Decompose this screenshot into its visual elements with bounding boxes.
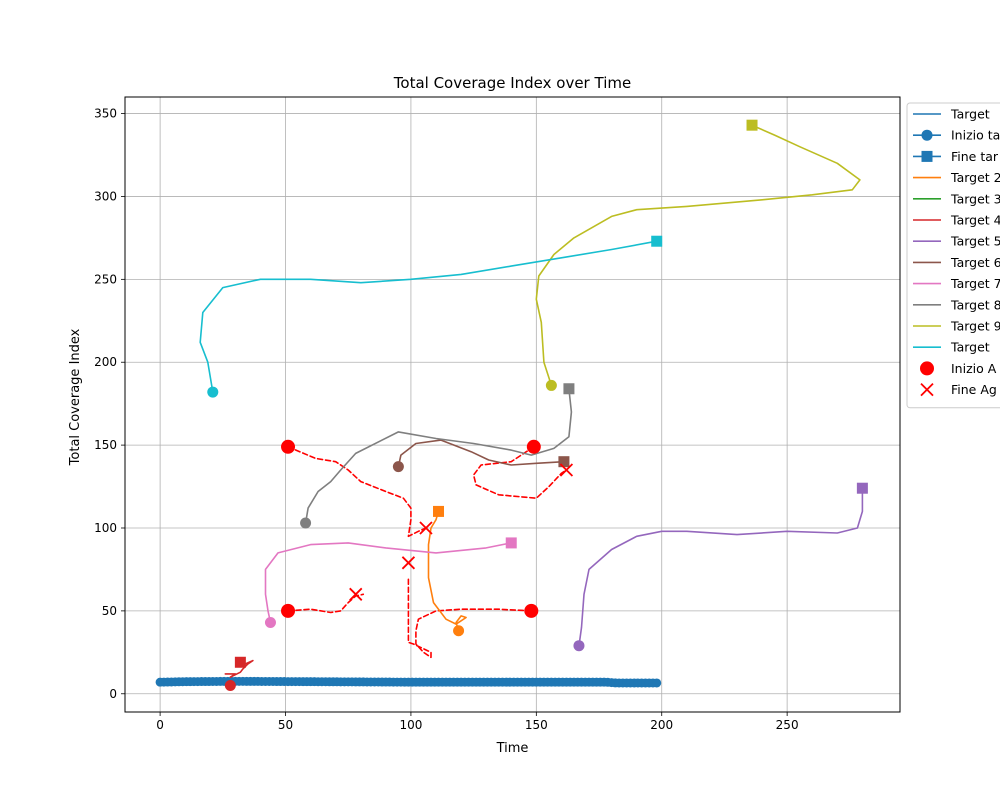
target-end-marker: [746, 119, 758, 131]
series-line-11: [304, 388, 573, 524]
x-axis-label: Time: [496, 741, 529, 756]
legend-x-handle: [920, 382, 934, 397]
legend: Target Inizio ta Fine tar Target 2 Target 3 T…: [906, 102, 1000, 409]
y-tick-label: 300: [94, 189, 117, 203]
agent-start-marker: [526, 439, 541, 454]
target-start-marker: [545, 379, 557, 391]
agent-end-marker: [349, 587, 363, 601]
x-tick-label: 100: [399, 718, 422, 732]
y-tick-label: 350: [94, 107, 117, 121]
markers-layer: [207, 119, 868, 691]
y-tick-label: 100: [94, 521, 117, 535]
legend-label: Fine Ag: [951, 382, 997, 397]
legend-label: Fine tar: [951, 149, 999, 164]
x-tick-label: 50: [278, 718, 293, 732]
legend-label: Inizio A: [951, 361, 997, 376]
x-tick-label: 200: [650, 718, 673, 732]
legend-label: Target 7: [950, 276, 1000, 291]
series-point: [652, 678, 662, 688]
agent-end-marker: [401, 556, 416, 570]
legend-label: Target 4: [950, 213, 1000, 228]
agent-start-marker: [281, 603, 296, 618]
legend-label: Target 3: [950, 191, 1000, 206]
target-start-marker: [224, 679, 236, 691]
y-axis-label: Total Coverage Index: [68, 328, 83, 466]
target-end-marker: [505, 537, 517, 549]
target-end-marker: [433, 505, 445, 517]
legend-label: Target 8: [950, 297, 1000, 312]
target-start-marker: [264, 616, 276, 628]
x-tick-label: 250: [776, 718, 799, 732]
agent-end-marker: [419, 521, 433, 535]
series-line-5: [287, 593, 365, 614]
legend-label: Target: [950, 340, 990, 355]
x-tick-label: 0: [156, 718, 164, 732]
ticks: 0 50 100 150 200 250 0 50 100 150 200 250 300 350: [94, 107, 798, 732]
series-line-9: [397, 439, 565, 468]
legend-label: Target 2: [950, 170, 1000, 185]
series-line-10: [264, 542, 512, 624]
legend-label: Target 6: [950, 255, 1000, 270]
legend-label: Target 5: [950, 234, 1000, 249]
target-end-marker: [558, 456, 570, 468]
series-line-6: [224, 659, 254, 678]
agent-end-marker: [559, 463, 574, 477]
series-line-3: [472, 446, 568, 499]
target-end-marker: [563, 383, 575, 395]
legend-circle-handle: [921, 129, 933, 141]
agent-start-marker: [281, 439, 296, 454]
target-start-marker: [300, 517, 312, 529]
series-line-4: [407, 576, 533, 659]
y-tick-label: 250: [94, 272, 117, 286]
series-line-8: [578, 487, 864, 647]
legend-circle-handle: [920, 361, 934, 376]
series-line-7: [427, 510, 467, 632]
legend-label: Inizio ta: [951, 128, 1000, 143]
x-tick-label: 150: [525, 718, 548, 732]
target-start-marker: [453, 625, 465, 637]
target-start-marker: [392, 461, 404, 473]
target-end-marker: [234, 656, 246, 668]
series-line-12: [535, 124, 861, 387]
legend-square-handle: [921, 150, 933, 162]
legend-label: Target: [950, 107, 990, 122]
series-line-13: [199, 240, 658, 393]
series-line-2: [287, 446, 427, 538]
y-tick-label: 0: [109, 687, 117, 701]
y-tick-label: 150: [94, 438, 117, 452]
y-tick-label: 200: [94, 355, 117, 369]
agent-start-marker: [524, 603, 539, 618]
legend-box: [906, 102, 1000, 409]
legend-label: Target 9: [950, 319, 1000, 334]
y-tick-label: 50: [102, 604, 117, 618]
target-end-marker: [856, 482, 868, 494]
target-start-marker: [573, 640, 585, 652]
grid: [125, 97, 900, 712]
series-layer: [155, 124, 864, 688]
target-start-marker: [207, 386, 219, 398]
axes-frame: [124, 96, 901, 713]
target-end-marker: [651, 235, 663, 247]
chart-title: Total Coverage Index over Time: [393, 74, 631, 92]
